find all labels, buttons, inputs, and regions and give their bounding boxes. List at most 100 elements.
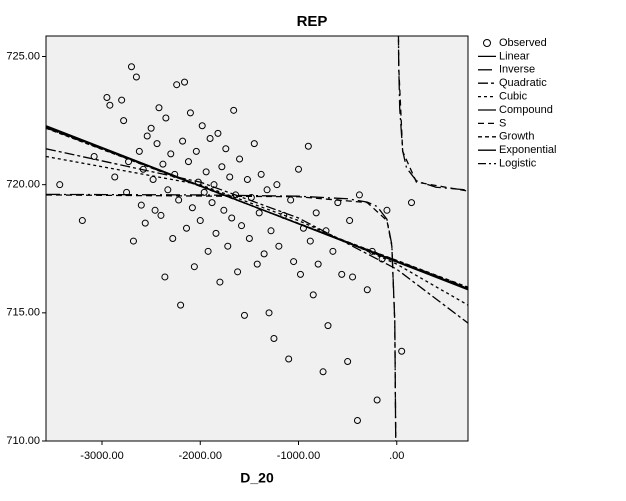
legend-label: Logistic [499, 158, 537, 170]
data-point [383, 206, 391, 214]
data-point [253, 260, 261, 268]
fit-line [46, 36, 468, 441]
data-point [192, 147, 200, 155]
data-point [175, 196, 183, 204]
data-point [226, 173, 234, 181]
data-point [349, 273, 357, 281]
data-point [265, 309, 273, 317]
data-point [161, 273, 169, 281]
data-point [398, 347, 406, 355]
data-point [137, 201, 145, 209]
data-point [236, 155, 244, 163]
data-point [164, 186, 172, 194]
legend-label: Linear [499, 50, 530, 62]
data-point [151, 206, 159, 214]
data-point [275, 242, 283, 250]
data-point [353, 416, 361, 424]
fit-line [46, 155, 468, 306]
data-point [186, 109, 194, 117]
data-point [329, 247, 337, 255]
data-point [373, 396, 381, 404]
data-point [196, 217, 204, 225]
data-point [344, 358, 352, 366]
data-point [355, 191, 363, 199]
data-point [208, 199, 216, 207]
data-point [167, 150, 175, 158]
data-point [103, 94, 111, 102]
legend-label: Compound [499, 104, 553, 116]
data-point [177, 301, 185, 309]
fit-line [46, 148, 468, 324]
legend-label: Cubic [499, 91, 528, 103]
data-point [155, 104, 163, 112]
data-point [106, 101, 114, 109]
data-point [157, 211, 165, 219]
legend-label: Quadratic [499, 77, 547, 89]
legend-label: Exponential [499, 144, 557, 156]
legend-label: Inverse [499, 64, 535, 76]
data-point [346, 217, 354, 225]
data-point [200, 188, 208, 196]
y-tick-label: 715.00 [6, 307, 40, 319]
data-point [173, 81, 181, 89]
data-point [183, 224, 191, 232]
legend-marker [483, 39, 491, 47]
data-point [250, 140, 258, 148]
x-axis-title: D_20 [240, 470, 274, 486]
x-tick-label: -2000.00 [179, 450, 222, 462]
data-point [190, 263, 198, 271]
x-tick-label: .00 [389, 450, 404, 462]
data-point [234, 268, 242, 276]
data-point [304, 142, 312, 150]
data-point [169, 235, 177, 242]
data-point [179, 137, 187, 145]
data-point [188, 204, 196, 212]
data-point [147, 124, 155, 132]
data-point [214, 129, 222, 137]
data-point [309, 291, 317, 299]
data-point [263, 186, 271, 194]
data-point [312, 209, 320, 217]
plot-layer [46, 36, 468, 441]
data-point [240, 311, 248, 319]
data-point [230, 106, 238, 114]
data-point [78, 217, 86, 225]
x-tick-label: -1000.00 [277, 450, 320, 462]
data-point [153, 140, 161, 148]
x-tick-label: -3000.00 [80, 450, 123, 462]
legend-label: S [499, 117, 506, 129]
y-tick-label: 710.00 [6, 435, 40, 447]
legend-label: Growth [499, 131, 534, 143]
data-point [216, 278, 224, 286]
data-point [228, 214, 236, 222]
data-point [295, 165, 303, 173]
data-point [243, 176, 251, 184]
data-point [245, 235, 253, 242]
data-point [135, 147, 143, 155]
data-point [224, 242, 232, 250]
data-point [338, 270, 346, 278]
data-point [255, 209, 263, 217]
data-point [90, 152, 98, 160]
data-point [202, 168, 210, 176]
data-point [220, 206, 228, 214]
data-point [184, 158, 192, 166]
data-point [204, 247, 212, 255]
data-point [363, 286, 371, 294]
data-point [324, 322, 332, 330]
y-tick-label: 725.00 [6, 50, 40, 62]
data-point [181, 78, 189, 86]
data-point [198, 122, 206, 130]
legend-label: Observed [499, 37, 547, 49]
data-point [270, 334, 278, 342]
data-point [222, 145, 230, 153]
fit-line [46, 127, 468, 289]
plot-area [45, 35, 469, 442]
data-point [257, 170, 265, 178]
data-point [162, 114, 170, 122]
data-point [159, 160, 167, 168]
data-point [127, 63, 135, 71]
data-point [206, 135, 214, 143]
